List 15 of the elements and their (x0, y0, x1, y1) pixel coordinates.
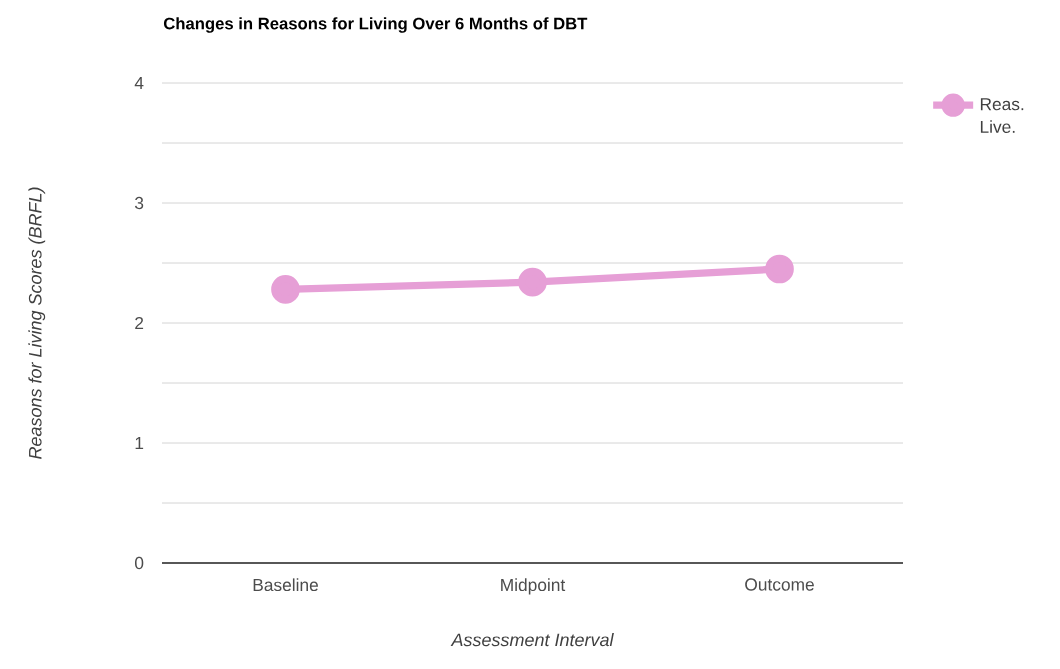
x-tick-label: Outcome (745, 578, 814, 591)
x-tick-label: Baseline (253, 578, 318, 592)
y-tick-label: 3 (134, 196, 144, 210)
y-tick-label: 2 (135, 316, 144, 330)
x-axis-title: Assessment Interval (450, 633, 614, 647)
legend-label: Reas. Live. (980, 98, 1024, 133)
x-tick-label: Midpoint (501, 578, 566, 595)
point (765, 254, 794, 284)
y-tick-label: 4 (134, 77, 144, 89)
y-tick-label: 1 (135, 437, 144, 449)
point (518, 267, 547, 297)
y-axis-title: Reasons for Living Scores (BRFL) (28, 187, 46, 460)
chart-title: Changes in Reasons for Living Over 6 Months of DBT (163, 17, 588, 33)
point (271, 275, 300, 304)
y-tick-label: 0 (134, 556, 144, 570)
